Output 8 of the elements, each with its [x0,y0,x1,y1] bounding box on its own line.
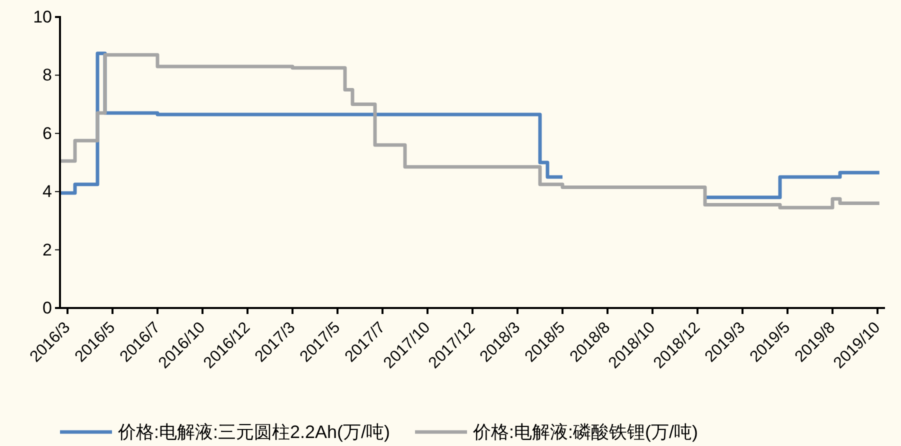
legend-label: 价格:电解液:三元圆柱2.2Ah(万/吨) [117,422,390,442]
y-tick-label: 10 [33,7,52,26]
y-tick-label: 4 [42,182,52,202]
legend-label: 价格:电解液:磷酸铁锂(万/吨) [472,422,698,442]
y-tick-label: 2 [42,240,52,260]
y-tick-label: 8 [42,66,52,85]
y-tick-label: 6 [42,124,52,143]
y-tick-label: 0 [42,298,52,318]
